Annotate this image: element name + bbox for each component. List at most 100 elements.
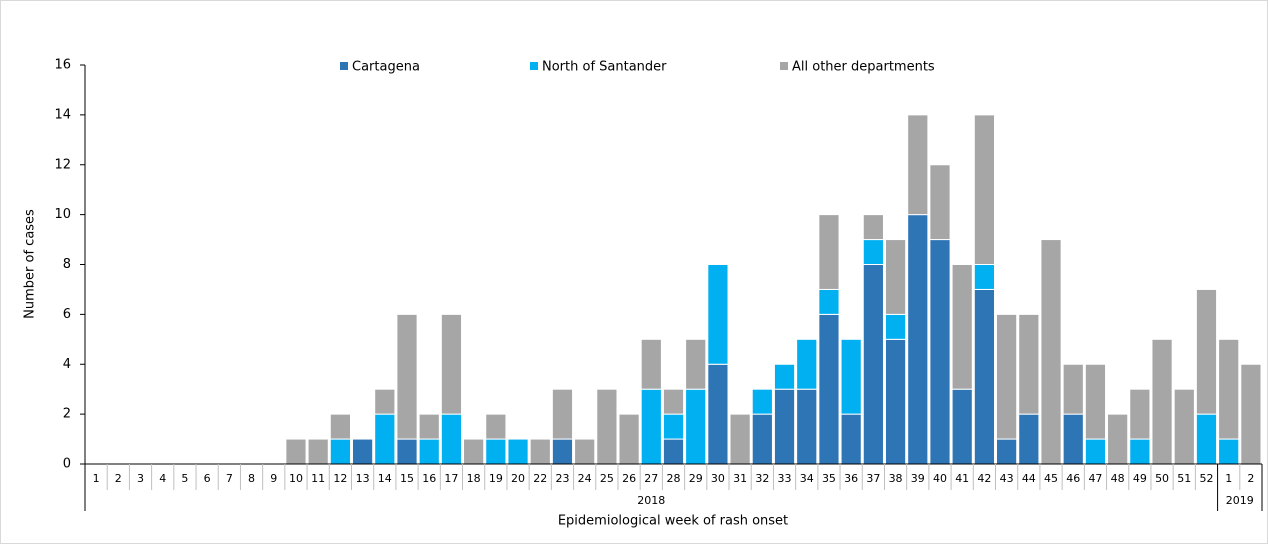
bar-segment — [1107, 413, 1129, 465]
bar-segment — [1018, 313, 1040, 415]
bar-segment — [1173, 388, 1195, 465]
x-group-label: 2019 — [1226, 494, 1254, 507]
bar-segment — [796, 388, 818, 465]
bar-segment — [729, 413, 751, 465]
bar-segment — [418, 413, 440, 440]
x-tick-label: 44 — [1022, 472, 1036, 485]
x-tick-label: 45 — [1044, 472, 1058, 485]
bar-segment — [929, 164, 951, 241]
x-tick-label: 9 — [270, 472, 277, 485]
bar-segment — [707, 264, 729, 365]
bar-segment — [351, 438, 374, 465]
bar-segment — [1195, 413, 1218, 465]
bar-segment — [507, 438, 529, 465]
x-tick-label: 8 — [248, 472, 255, 485]
x-tick-label: 24 — [578, 472, 592, 485]
bar-segment — [1040, 239, 1062, 465]
legend-swatch — [780, 62, 788, 70]
bar-segment — [285, 438, 307, 465]
x-tick-label: 17 — [444, 472, 458, 485]
x-tick-label: 30 — [711, 472, 725, 485]
bar-segment — [951, 388, 973, 465]
bar-segment — [818, 313, 840, 465]
x-tick-label: 37 — [866, 472, 880, 485]
bar-segment — [1195, 288, 1218, 415]
bar-segment — [751, 388, 773, 415]
x-tick-label: 49 — [1133, 472, 1147, 485]
bar-segment — [907, 114, 929, 216]
y-tick-label: 8 — [63, 257, 71, 272]
bar-segment — [1062, 413, 1084, 465]
x-tick-label: 36 — [844, 472, 858, 485]
x-tick-label: 7 — [226, 472, 233, 485]
y-tick-label: 4 — [63, 357, 71, 372]
x-tick-label: 41 — [955, 472, 969, 485]
bar-segment — [463, 438, 485, 465]
bar-segment — [862, 214, 884, 241]
bar-segment — [396, 438, 418, 465]
x-axis-title: Epidemiological week of rash onset — [558, 514, 788, 529]
x-tick-label: 6 — [204, 472, 211, 485]
x-group-label: 2018 — [637, 494, 665, 507]
x-tick-label: 22 — [533, 472, 547, 485]
bar-segment — [707, 363, 729, 465]
x-tick-label: 1 — [93, 472, 100, 485]
bar-segment — [751, 413, 773, 465]
bar-segment — [1129, 438, 1151, 465]
bar-segment — [662, 413, 685, 440]
x-tick-label: 35 — [822, 472, 836, 485]
bar-segment — [907, 214, 929, 465]
bar-segment — [1062, 363, 1084, 415]
x-tick-label: 14 — [378, 472, 392, 485]
y-axis-title: Number of cases — [23, 209, 38, 319]
x-tick-label: 33 — [778, 472, 792, 485]
x-tick-label: 47 — [1088, 472, 1102, 485]
x-tick-label: 1 — [1225, 472, 1232, 485]
bar-segment — [374, 413, 396, 465]
bar-segment — [973, 288, 996, 465]
bar-segment — [818, 288, 840, 315]
x-tick-label: 15 — [400, 472, 414, 485]
bar-segment — [640, 388, 662, 465]
bar-segment — [1129, 388, 1151, 440]
bar-segment — [840, 338, 862, 415]
bar-segment — [374, 388, 396, 415]
x-tick-label: 43 — [1000, 472, 1014, 485]
bar-segment — [796, 338, 818, 390]
x-tick-label: 51 — [1177, 472, 1191, 485]
bar-segment — [685, 338, 707, 390]
bar-segment — [884, 239, 907, 315]
y-tick-label: 10 — [54, 207, 71, 222]
bar-segment — [884, 313, 907, 340]
x-tick-label: 34 — [800, 472, 814, 485]
x-tick-label: 12 — [333, 472, 347, 485]
x-tick-label: 46 — [1066, 472, 1080, 485]
bar-segment — [996, 438, 1018, 465]
bar-segment — [440, 313, 463, 415]
x-tick-label: 23 — [555, 472, 569, 485]
bar-segment — [951, 264, 973, 390]
y-tick-label: 0 — [63, 457, 71, 472]
x-tick-label: 38 — [889, 472, 903, 485]
x-tick-label: 10 — [289, 472, 303, 485]
bar-segment — [1218, 338, 1240, 440]
x-tick-label: 18 — [467, 472, 481, 485]
bar-segment — [884, 338, 907, 465]
x-tick-label: 32 — [755, 472, 769, 485]
x-tick-label: 40 — [933, 472, 947, 485]
bar-segment — [485, 413, 507, 440]
x-tick-label: 48 — [1111, 472, 1125, 485]
x-tick-label: 26 — [622, 472, 636, 485]
bar-segment — [1240, 363, 1262, 465]
legend-swatch — [530, 62, 538, 70]
y-tick-label: 6 — [63, 307, 71, 322]
x-tick-label: 3 — [137, 472, 144, 485]
bar-segment — [1018, 413, 1040, 465]
bar-segment — [973, 264, 996, 290]
bar-segment — [574, 438, 596, 465]
x-tick-label: 31 — [733, 472, 747, 485]
bar-segment — [1084, 363, 1107, 440]
x-tick-label: 5 — [181, 472, 188, 485]
bar-segment — [418, 438, 440, 465]
